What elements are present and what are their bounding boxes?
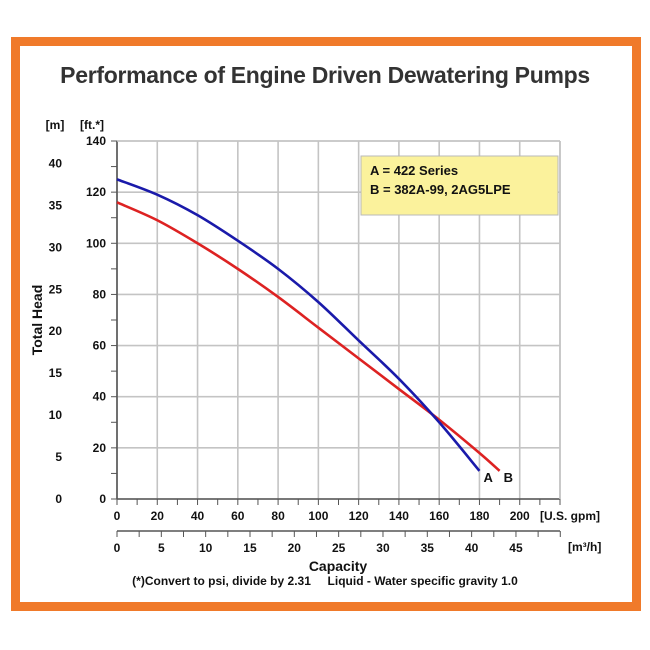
series-line-b xyxy=(116,201,501,472)
y-tick-label-ft: 60 xyxy=(93,339,107,353)
series-label-a: A xyxy=(483,470,493,485)
y-tick-label-m: 40 xyxy=(49,156,63,170)
x-tick-label-m3h: 0 xyxy=(114,541,121,555)
x-tick-label-gpm: 60 xyxy=(231,509,245,523)
y-unit-right: [ft.*] xyxy=(80,118,104,132)
chart-series xyxy=(116,178,501,472)
x-tick-label-m3h: 45 xyxy=(509,541,523,555)
y-tick-label-m: 0 xyxy=(55,492,62,506)
x-tick-label-m3h: 40 xyxy=(465,541,479,555)
y-tick-label-m: 35 xyxy=(49,198,63,212)
y-tick-label-ft: 140 xyxy=(86,134,106,148)
y-tick-label-m: 25 xyxy=(49,282,63,296)
y-unit-left: [m] xyxy=(46,118,65,132)
footnote: (*)Convert to psi, divide by 2.31 Liquid… xyxy=(132,574,518,588)
y-tick-label-m: 10 xyxy=(49,408,63,422)
x-axis-label: Capacity xyxy=(309,558,368,574)
legend-entry-b: B = 382A-99, 2AG5LPE xyxy=(370,182,511,197)
y-axis-label: Total Head xyxy=(29,285,45,356)
x-tick-label-m3h: 5 xyxy=(158,541,165,555)
x-tick-label-m3h: 30 xyxy=(376,541,390,555)
y-tick-label-m: 5 xyxy=(55,450,62,464)
x-tick-label-gpm: 80 xyxy=(271,509,285,523)
x-tick-label-gpm: 180 xyxy=(469,509,489,523)
y-tick-label-ft: 0 xyxy=(99,492,106,506)
y-tick-label-ft: 20 xyxy=(93,441,107,455)
chart-title: Performance of Engine Driven Dewatering … xyxy=(60,62,590,88)
y-tick-label-ft: 120 xyxy=(86,185,106,199)
x-tick-label-m3h: 25 xyxy=(332,541,346,555)
x-tick-label-m3h: 35 xyxy=(421,541,435,555)
x-tick-label-gpm: 100 xyxy=(308,509,328,523)
x-tick-label-m3h: 10 xyxy=(199,541,213,555)
legend-entry-a: A = 422 Series xyxy=(370,163,458,178)
x-tick-label-gpm: 160 xyxy=(429,509,449,523)
y-tick-label-m: 15 xyxy=(49,366,63,380)
series-label-b: B xyxy=(504,470,513,485)
x-tick-label-gpm: 40 xyxy=(191,509,205,523)
y-tick-label-ft: 40 xyxy=(93,390,107,404)
x-tick-label-m3h: 20 xyxy=(288,541,302,555)
x-tick-label-gpm: 20 xyxy=(151,509,165,523)
y-tick-label-ft: 100 xyxy=(86,236,106,250)
y-tick-label-m: 20 xyxy=(49,324,63,338)
x-tick-label-m3h: 15 xyxy=(243,541,257,555)
x-unit-primary: [U.S. gpm] xyxy=(540,509,600,523)
x-tick-label-gpm: 200 xyxy=(510,509,530,523)
x-tick-label-gpm: 0 xyxy=(114,509,121,523)
series-line-a xyxy=(116,178,481,472)
legend-box xyxy=(360,155,559,216)
chart-axes xyxy=(111,140,561,537)
x-unit-secondary: [m³/h] xyxy=(568,540,601,554)
x-tick-label-gpm: 140 xyxy=(389,509,409,523)
y-tick-label-ft: 80 xyxy=(93,287,107,301)
x-tick-label-gpm: 120 xyxy=(349,509,369,523)
chart-frame xyxy=(11,37,641,611)
y-tick-label-m: 30 xyxy=(49,240,63,254)
